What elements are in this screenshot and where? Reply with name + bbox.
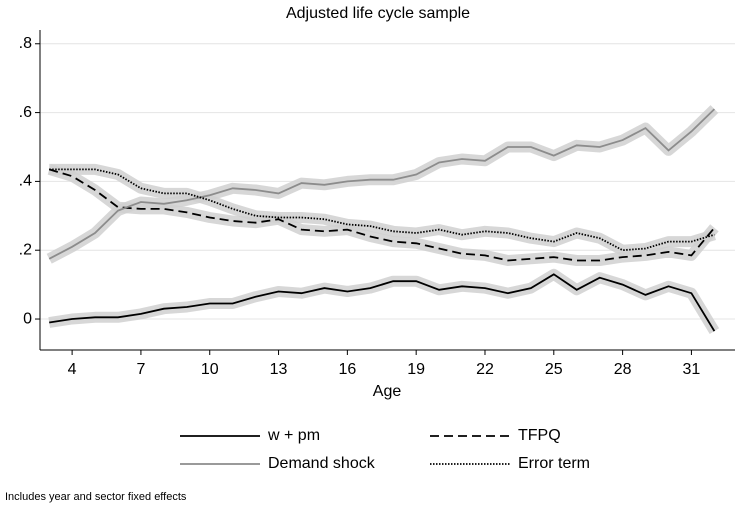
- legend-label: Demand shock: [268, 455, 376, 472]
- x-tick-label: 31: [683, 361, 701, 378]
- x-axis-label: Age: [373, 383, 402, 400]
- x-tick-label: 4: [68, 361, 77, 378]
- series-line: [49, 168, 715, 252]
- y-tick-label: 0: [23, 310, 32, 327]
- x-tick-label: 22: [476, 361, 494, 378]
- legend-label: TFPQ: [518, 427, 561, 444]
- y-tick-label: .6: [19, 104, 32, 121]
- x-tick-label: 13: [270, 361, 288, 378]
- legend-label: w + pm: [267, 427, 320, 444]
- x-tick-label: 28: [614, 361, 632, 378]
- y-tick-label: .4: [19, 173, 32, 190]
- series-line: [48, 108, 716, 260]
- note: Includes year and sector fixed effects: [5, 491, 187, 503]
- y-tick-label: .2: [19, 241, 32, 258]
- legend-label: Error term: [518, 455, 590, 472]
- x-tick-label: 10: [201, 361, 219, 378]
- x-tick-label: 16: [338, 361, 356, 378]
- x-tick-label: 7: [136, 361, 145, 378]
- series-line: [49, 273, 716, 332]
- y-tick-label: .8: [19, 35, 32, 52]
- x-tick-label: 19: [407, 361, 425, 378]
- x-tick-label: 25: [545, 361, 563, 378]
- chart-subtitle: Adjusted life cycle sample: [286, 5, 470, 22]
